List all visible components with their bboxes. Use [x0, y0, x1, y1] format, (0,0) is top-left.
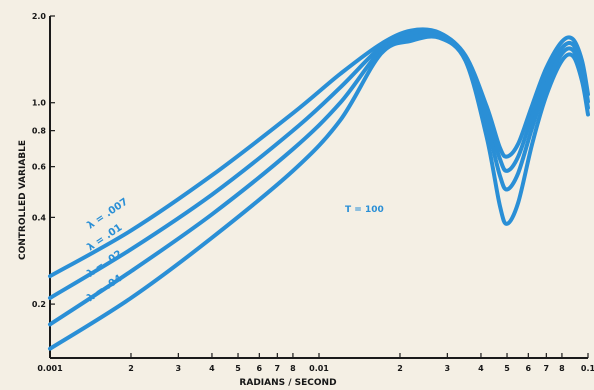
y-tick-label: 2.0: [32, 12, 47, 21]
x-tick-label: 0.001: [37, 364, 63, 373]
y-tick-label: 0.4: [32, 213, 47, 222]
y-tick-label: 0.2: [32, 300, 46, 309]
chart-annotation: T = 100: [345, 205, 384, 215]
y-tick-label: 1.0: [32, 99, 47, 108]
x-tick-label: 6: [257, 364, 263, 373]
x-tick-label: 8: [559, 364, 565, 373]
series-lines: [48, 27, 590, 351]
axes: 0.001 2 3 4 5 6 7 8 0.01 2 3 4 5 6 7 8 0.10.20.40.60.81.…: [32, 12, 594, 373]
x-tick-label: 4: [209, 364, 215, 373]
x-tick-label: 7: [544, 364, 550, 373]
x-tick-label: 6: [526, 364, 532, 373]
x-tick-label: 5: [235, 364, 241, 373]
series-line: [48, 34, 590, 351]
x-tick-label: 2: [397, 364, 403, 373]
x-tick-label: 8: [290, 364, 296, 373]
x-tick-label: 7: [275, 364, 281, 373]
x-tick-label: 5: [504, 364, 510, 373]
x-tick-label: 4: [478, 364, 484, 373]
x-axis-title: RADIANS / SECOND: [239, 378, 336, 388]
y-tick-label: 0.8: [32, 127, 47, 136]
x-tick-label: 3: [176, 364, 182, 373]
y-axis-title: CONTROLLED VARIABLE: [18, 140, 28, 260]
x-tick-label: 0.01: [309, 364, 329, 373]
x-tick-label: 3: [445, 364, 451, 373]
x-tick-label: 0.1: [581, 364, 594, 373]
y-tick-label: 0.6: [32, 163, 47, 172]
x-tick-label: 2: [128, 364, 134, 373]
